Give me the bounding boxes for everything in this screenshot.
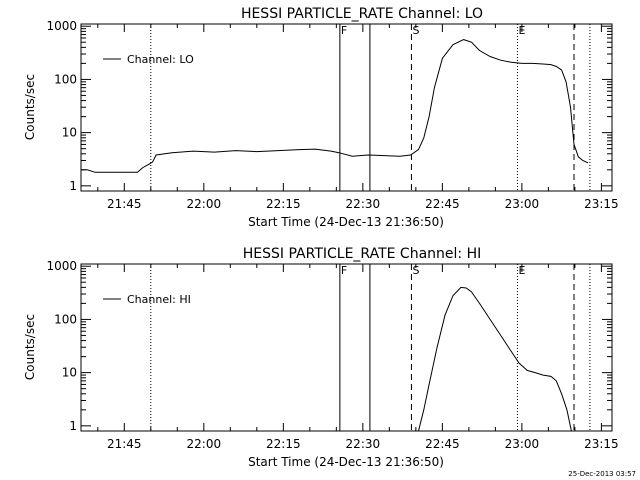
- lo-y-tick-label: 1000: [46, 19, 77, 33]
- generation-timestamp: 25-Dec-2013 03:57: [568, 470, 636, 478]
- lo-x-tick-label: 22:15: [266, 197, 301, 211]
- hi-x-tick-label: 21:45: [107, 437, 142, 451]
- hi-chart-title: HESSI PARTICLE_RATE Channel: HI: [243, 246, 481, 262]
- hi-legend-label: Channel: HI: [127, 293, 191, 306]
- lo-event-marker-label: E: [518, 24, 525, 37]
- lo-chart-title: HESSI PARTICLE_RATE Channel: LO: [241, 6, 483, 22]
- hi-plot-frame: [80, 263, 613, 432]
- lo-x-tick-label: 23:00: [505, 197, 540, 211]
- lo-plot-frame: [80, 23, 613, 192]
- hi-x-tick-label: 22:30: [346, 437, 381, 451]
- lo-channel-panel: HESSI PARTICLE_RATE Channel: LO Start Ti…: [23, 6, 619, 229]
- hi-x-axis-label: Start Time (24-Dec-13 21:36:50): [248, 455, 444, 469]
- hi-event-marker-label: E: [518, 264, 525, 277]
- lo-x-tick-label: 22:45: [425, 197, 460, 211]
- hi-y-tick-label: 1: [69, 419, 77, 433]
- lo-legend-label: Channel: LO: [127, 53, 194, 66]
- hi-event-marker-label: S: [412, 264, 419, 277]
- lo-y-axis-label: Counts/sec: [23, 74, 37, 140]
- lo-x-axis-label: Start Time (24-Dec-13 21:36:50): [248, 215, 444, 229]
- lo-x-tick-label: 21:45: [107, 197, 142, 211]
- hi-y-tick-label: 100: [54, 312, 77, 326]
- hi-y-axis-label: Counts/sec: [23, 314, 37, 380]
- lo-series-line: [81, 39, 589, 173]
- hi-y-tick-label: 1000: [46, 259, 77, 273]
- lo-event-marker-label: F: [341, 24, 347, 37]
- hi-x-tick-label: 23:15: [584, 437, 619, 451]
- lo-x-tick-label: 22:30: [346, 197, 381, 211]
- lo-event-marker-label: S: [412, 24, 419, 37]
- hi-event-marker-label: F: [341, 264, 347, 277]
- hi-x-tick-label: 22:15: [266, 437, 301, 451]
- hi-x-tick-label: 22:00: [187, 437, 222, 451]
- hi-x-tick-label: 23:00: [505, 437, 540, 451]
- lo-x-tick-label: 23:15: [584, 197, 619, 211]
- lo-y-tick-label: 100: [54, 72, 77, 86]
- hi-series-line: [418, 286, 572, 432]
- lo-x-tick-label: 22:00: [187, 197, 222, 211]
- hi-y-tick-label: 10: [62, 366, 77, 380]
- lo-y-tick-label: 1: [69, 179, 77, 193]
- hi-channel-panel: HESSI PARTICLE_RATE Channel: HI Start Ti…: [23, 246, 619, 469]
- lo-y-tick-label: 10: [62, 126, 77, 140]
- hi-x-tick-label: 22:45: [425, 437, 460, 451]
